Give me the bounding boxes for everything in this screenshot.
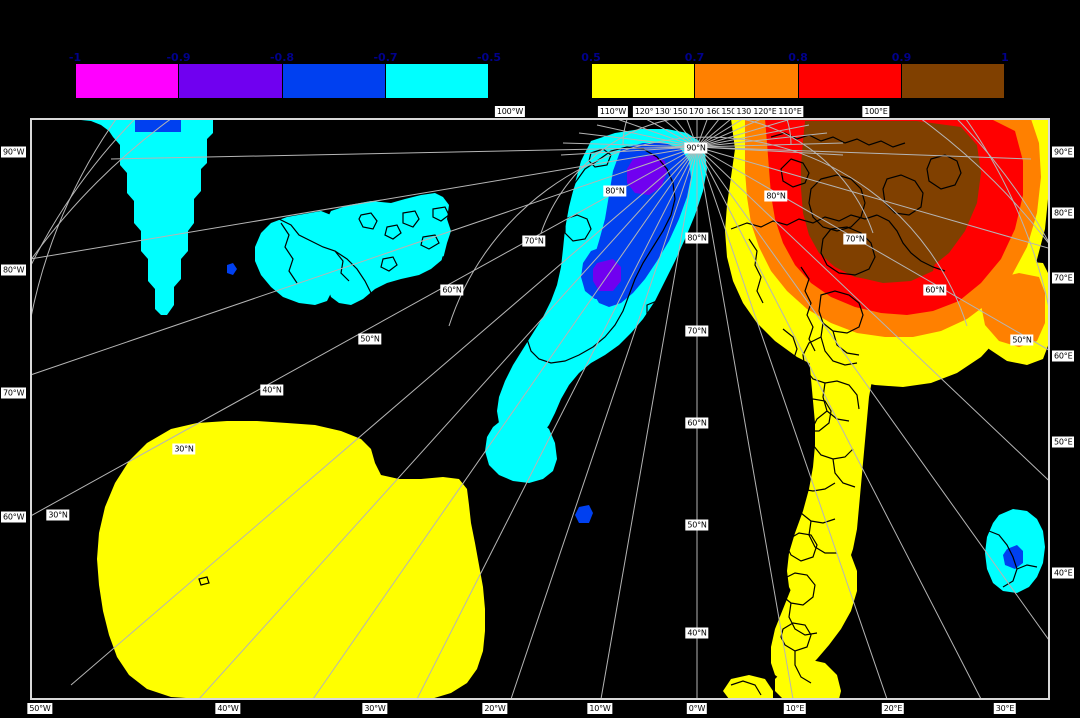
bottom-axis-label: 0°W (686, 703, 708, 714)
colorbar-tick-label: 0.7 (684, 51, 705, 64)
top-axis-label: 130°E (734, 106, 762, 117)
graticule-label: 50°N (358, 333, 382, 345)
bottom-axis-label: 50°W (27, 703, 53, 714)
colorbar-tick-label: -1 (68, 51, 82, 64)
colorbar-segment-1 (695, 64, 799, 98)
top-axis-label: 170°W (686, 106, 718, 117)
bottom-axis-label: 40°W (215, 703, 241, 714)
bottom-axis-label: 20°W (482, 703, 508, 714)
graticule-label: 70°N (522, 235, 546, 247)
graticule-label: 60°N (923, 284, 947, 296)
positive-correlation-colorbar (591, 63, 1005, 99)
bottom-axis-label: 30°W (362, 703, 388, 714)
graticule-label: 30°N (172, 443, 196, 455)
positive-colorbar-ticks: 0.5 0.7 0.8 0.9 1 (581, 50, 1009, 66)
top-axis-label: 150°E (719, 106, 747, 117)
graticule-label: 40°N (260, 384, 284, 396)
colorbar-tick-label: 1 (1001, 51, 1009, 64)
graticule-parallels (31, 119, 1049, 327)
top-axis-label: 130°W (652, 106, 684, 117)
colorbar-segment-2 (798, 64, 902, 98)
left-axis-label: 70°W (1, 387, 27, 399)
graticule-label: 50°N (685, 519, 709, 531)
left-axis-label: 60°W (1, 511, 27, 523)
right-axis-label: 60°E (1052, 350, 1075, 362)
graticule-label: 60°N (685, 417, 709, 429)
colorbar-segment-0 (76, 64, 180, 98)
negative-correlation-colorbar (75, 63, 489, 99)
colorbar-segment-3 (901, 64, 1004, 98)
colorbar-segment-1 (179, 64, 283, 98)
top-axis-label: 120°E (751, 106, 779, 117)
colorbar-tick-label: 0.5 (581, 51, 601, 64)
colorbar-tick-label: -0.5 (476, 51, 502, 64)
graticule-label: 60°N (440, 284, 464, 296)
top-axis-label: 100°E (862, 106, 890, 117)
top-axis-label: 160°E (704, 106, 732, 117)
left-axis-label: 90°W (1, 146, 27, 158)
bottom-axis-label: 20°E (881, 703, 905, 714)
top-axis-label: 150°W (670, 106, 702, 117)
map-graphics (31, 119, 1049, 699)
right-axis-label: 40°E (1052, 567, 1075, 579)
graticule-label: 70°N (843, 233, 867, 245)
graticule-label: 30°N (46, 509, 70, 521)
graticule-label: 50°N (1010, 334, 1034, 346)
graticule-label: 80°N (603, 185, 627, 197)
region-canada-negative (61, 119, 213, 315)
colorbar-segment-0 (592, 64, 696, 98)
top-axis-label: 110°W (597, 106, 629, 117)
polar-stereographic-map[interactable] (30, 118, 1050, 700)
colorbar-tick-label: -0.8 (269, 51, 295, 64)
top-axis-label: 120°W (632, 106, 664, 117)
colorbar-segment-2 (282, 64, 386, 98)
graticule-label: 80°N (764, 190, 788, 202)
right-axis-label: 80°E (1052, 207, 1075, 219)
region-north-atlantic-positive (97, 421, 485, 699)
right-axis-label: 70°E (1052, 272, 1075, 284)
top-axis-label: 100°W (494, 106, 526, 117)
top-axis-label: 110°E (776, 106, 804, 117)
colorbar-tick-label: -0.7 (373, 51, 398, 64)
left-axis-label: 80°W (1, 264, 27, 276)
graticule-label: 80°N (685, 232, 709, 244)
graticule-label: 90°N (684, 142, 708, 154)
graticule-label: 70°N (685, 325, 709, 337)
colorbar-segment-3 (385, 64, 488, 98)
graticule-label: 40°N (685, 627, 709, 639)
right-axis-label: 90°E (1052, 146, 1075, 158)
coastlines (66, 119, 1038, 696)
right-axis-label: 50°E (1052, 436, 1075, 448)
bottom-axis-label: 30°E (993, 703, 1017, 714)
bottom-axis-label: 10°E (783, 703, 807, 714)
colorbar-tick-label: -0.9 (166, 51, 191, 64)
colorbar-tick-label: 0.9 (891, 51, 912, 64)
colorbar-tick-label: 0.8 (788, 51, 808, 64)
negative-colorbar-ticks: -1 -0.9 -0.8 -0.7 -0.5 (69, 50, 501, 66)
bottom-axis-label: 10°W (587, 703, 613, 714)
